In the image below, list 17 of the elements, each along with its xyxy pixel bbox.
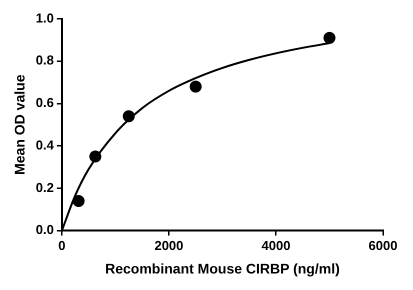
y-tick-label: 0.4 xyxy=(36,137,55,152)
point xyxy=(323,32,336,44)
y-tick-label: 1.0 xyxy=(36,10,54,26)
y-tick-label: 0.8 xyxy=(36,52,54,68)
x-tick-label: 4000 xyxy=(261,238,290,253)
y-tick-label: 0.0 xyxy=(36,222,54,238)
x-tick-label: 0 xyxy=(58,238,66,253)
point xyxy=(122,110,135,122)
point xyxy=(72,194,85,207)
y-tick-label: 0.2 xyxy=(36,180,54,195)
point xyxy=(89,150,102,162)
y-tick-label: 0.6 xyxy=(36,95,54,110)
point xyxy=(190,80,202,93)
y-axis-title: Mean OD value xyxy=(11,74,28,175)
x-tick-label: 2000 xyxy=(154,238,184,253)
x-tick-label: 6000 xyxy=(368,238,398,253)
x-axis-title: Recombinant Mouse CIRBP (ng/ml) xyxy=(105,260,340,276)
